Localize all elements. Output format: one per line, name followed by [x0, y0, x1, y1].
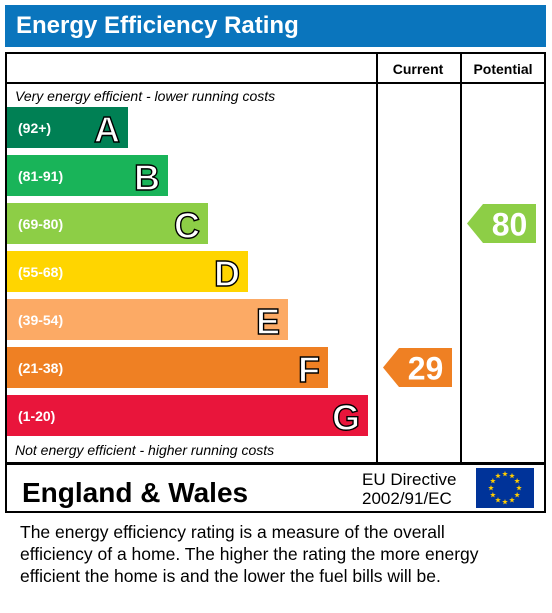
- band-b: (81-91) B: [7, 155, 168, 199]
- eu-star: [509, 497, 515, 503]
- band-range: (55-68): [18, 264, 63, 280]
- potential-rating-arrow: 80: [467, 204, 536, 243]
- band-letter: A: [94, 109, 120, 150]
- band-range: (81-91): [18, 168, 63, 184]
- footer-description: The energy efficiency rating is a measur…: [20, 521, 540, 587]
- band-bar: [7, 251, 248, 292]
- eu-star: [488, 485, 494, 491]
- band-letter: D: [214, 253, 240, 294]
- eu-star: [490, 492, 496, 498]
- band-range: (21-38): [18, 360, 63, 376]
- band-letter: G: [332, 397, 360, 438]
- potential-rating-arrow-value: 80: [492, 207, 528, 243]
- eu-star: [509, 472, 515, 479]
- current-column-header: Current: [393, 61, 444, 77]
- region-label: England & Wales: [22, 477, 248, 508]
- band-range: (39-54): [18, 312, 63, 328]
- band-bar: [7, 347, 328, 388]
- region-frame: [5, 463, 546, 513]
- band-letter: C: [174, 205, 200, 246]
- band-letter: E: [256, 301, 280, 342]
- band-a: (92+) A: [7, 107, 128, 151]
- band-bar: [7, 107, 128, 148]
- band-letter: F: [298, 349, 320, 390]
- band-c: (69-80) C: [7, 203, 208, 247]
- eu-star: [516, 485, 522, 491]
- footer-line: efficiency of a home. The higher the rat…: [20, 544, 479, 564]
- bottom-note: Not energy efficient - higher running co…: [15, 442, 274, 458]
- eu-star: [502, 499, 508, 505]
- band-bar: [7, 395, 368, 436]
- band-bar: [7, 203, 208, 244]
- energy-rating-chart: Current Potential Very energy efficient …: [5, 52, 546, 513]
- eu-star: [514, 478, 520, 484]
- footer-line: efficient the home is and the lower the …: [20, 566, 441, 586]
- potential-column-header: Potential: [473, 61, 532, 77]
- top-note: Very energy efficient - lower running co…: [15, 88, 275, 104]
- band-f: (21-38) F: [7, 347, 328, 391]
- rating-bands: (92+) A (81-91) B (69-80) C (55-68) D (39-54) E (2…: [7, 107, 368, 439]
- potential-rating-arrow-shape: [467, 204, 536, 243]
- current-rating-arrow-shape: [383, 348, 452, 387]
- rating-arrows: 29 80: [383, 204, 536, 387]
- eu-star: [495, 497, 501, 503]
- band-g: (1-20) G: [7, 395, 368, 439]
- current-rating-arrow: 29: [383, 348, 452, 387]
- eu-star: [495, 472, 501, 479]
- eu-star: [502, 471, 508, 477]
- band-bar: [7, 299, 288, 340]
- eu-star: [514, 492, 520, 498]
- band-range: (92+): [18, 120, 51, 136]
- eu-star: [490, 478, 496, 484]
- band-bar: [7, 155, 168, 196]
- page-title: Energy Efficiency Rating: [5, 5, 546, 47]
- directive-line-1: EU Directive: [362, 470, 456, 489]
- band-e: (39-54) E: [7, 299, 288, 343]
- band-range: (1-20): [18, 408, 55, 424]
- directive-line-2: 2002/91/EC: [362, 489, 452, 508]
- eu-flag-icon: [476, 468, 534, 508]
- band-letter: B: [134, 157, 160, 198]
- current-rating-arrow-value: 29: [408, 351, 444, 387]
- footer-line: The energy efficiency rating is a measur…: [20, 522, 445, 542]
- band-d: (55-68) D: [7, 251, 248, 295]
- band-range: (69-80): [18, 216, 63, 232]
